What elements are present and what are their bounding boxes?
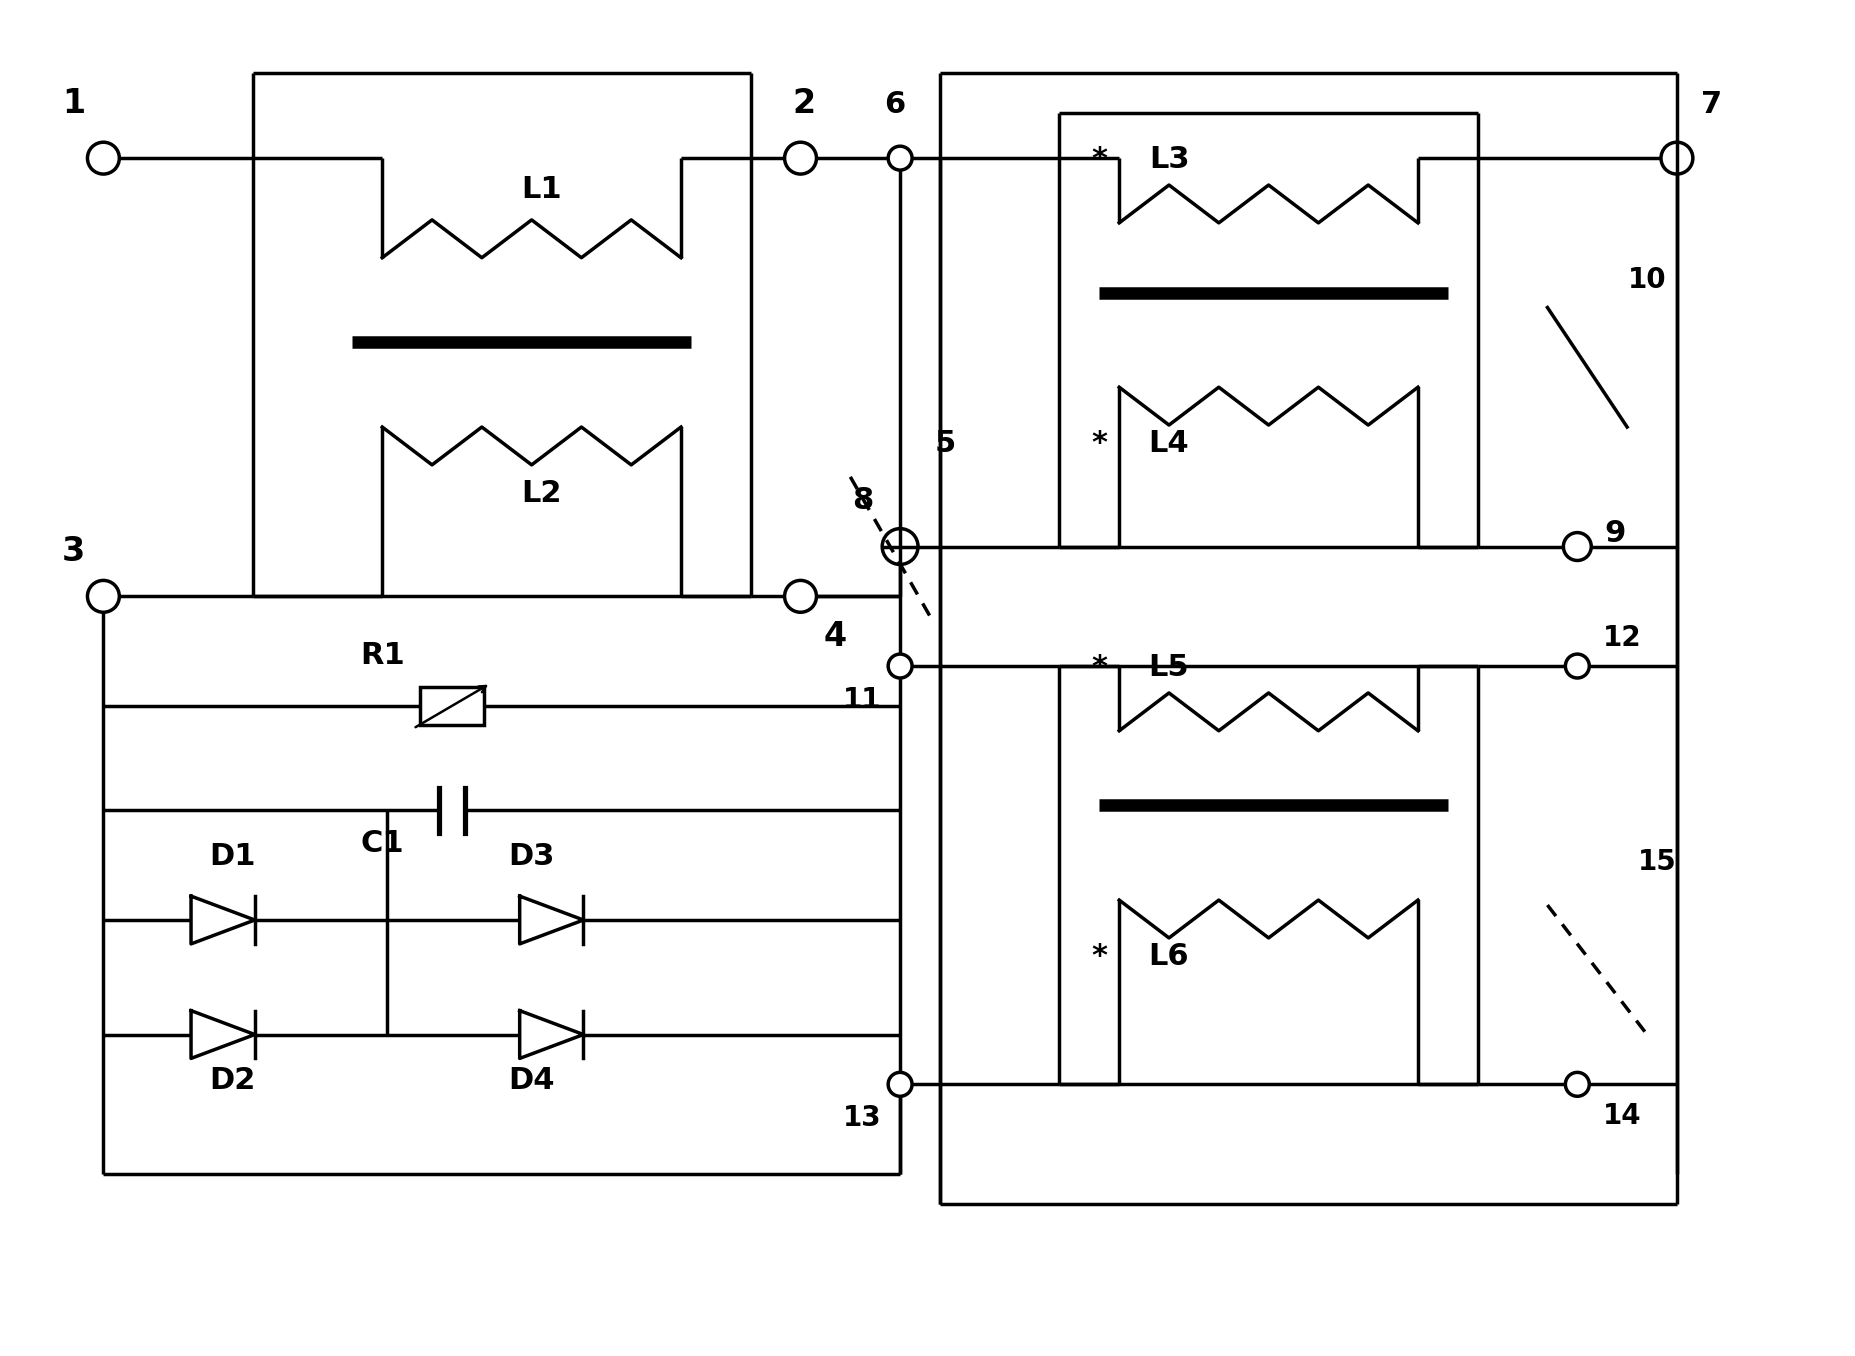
Text: 5: 5 <box>933 428 955 458</box>
Text: 10: 10 <box>1627 266 1666 294</box>
Text: 1: 1 <box>61 87 85 121</box>
Text: *: * <box>1091 942 1107 971</box>
Text: L2: L2 <box>521 479 562 507</box>
Text: 3: 3 <box>61 536 85 568</box>
Text: D1: D1 <box>210 842 256 871</box>
Text: 15: 15 <box>1636 849 1675 876</box>
Text: 6: 6 <box>885 91 905 119</box>
Text: D4: D4 <box>508 1066 555 1096</box>
Text: L5: L5 <box>1148 654 1189 682</box>
Text: 11: 11 <box>842 686 881 713</box>
Text: 2: 2 <box>792 87 814 121</box>
Text: L4: L4 <box>1148 428 1189 458</box>
Text: L3: L3 <box>1148 145 1189 174</box>
Text: *: * <box>1091 428 1107 458</box>
Text: D3: D3 <box>508 842 555 871</box>
Text: 4: 4 <box>824 620 846 654</box>
Text: 13: 13 <box>842 1104 881 1132</box>
Text: L1: L1 <box>521 175 562 203</box>
Text: 9: 9 <box>1603 518 1625 548</box>
Text: 7: 7 <box>1701 91 1721 119</box>
Text: D2: D2 <box>210 1066 256 1096</box>
Text: L6: L6 <box>1148 942 1189 971</box>
Text: R1: R1 <box>360 641 404 670</box>
Text: 14: 14 <box>1603 1102 1640 1130</box>
Text: C1: C1 <box>360 830 404 858</box>
Text: 12: 12 <box>1603 624 1640 652</box>
Text: *: * <box>1091 654 1107 682</box>
Text: 8: 8 <box>851 485 872 515</box>
Bar <box>419 687 484 725</box>
Text: *: * <box>1091 145 1107 174</box>
